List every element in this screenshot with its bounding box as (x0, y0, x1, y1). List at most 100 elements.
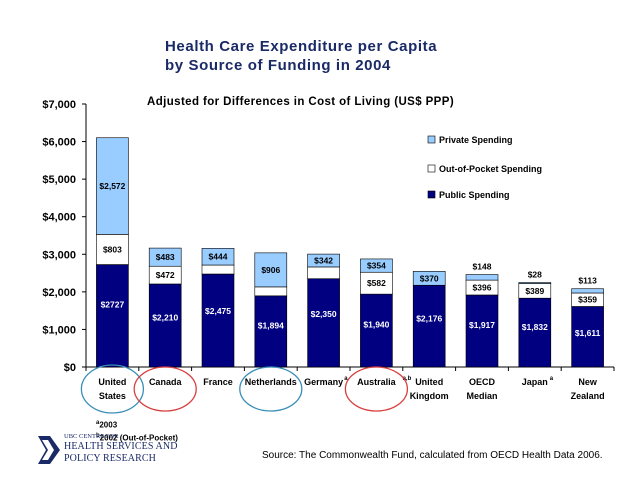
bar-private (201, 248, 235, 266)
data-label: $1,894 (258, 321, 284, 331)
y-tick-label: $0 (64, 362, 76, 374)
data-label: $1,832 (522, 322, 548, 332)
bar-private (360, 258, 393, 273)
footnote-b-mark: b (96, 432, 100, 439)
data-label: $148 (473, 262, 492, 272)
chart-title: Health Care Expenditure per Capita by So… (165, 37, 437, 75)
bar-private (465, 274, 499, 281)
bar-private (96, 137, 129, 235)
category-footnote-mark: a,b (403, 376, 412, 382)
data-label: $803 (103, 244, 122, 254)
bar-public (360, 293, 393, 368)
data-label: $2,475 (205, 306, 231, 316)
bar-public (518, 297, 552, 368)
chart-subtitle: Adjusted for Differences in Cost of Livi… (147, 96, 455, 108)
bar-out-of-pocket (254, 286, 288, 297)
category-label: Germany (304, 377, 343, 387)
highlight-circle (80, 364, 145, 414)
category-label: Netherlands (245, 377, 297, 387)
bar-private (148, 247, 182, 267)
chart-title-line2: by Source of Funding in 2004 (165, 57, 391, 74)
bar-private (518, 282, 552, 284)
legend-swatch (427, 190, 436, 199)
bar-out-of-pocket (307, 266, 340, 280)
highlight-circle (344, 366, 409, 412)
bar-public (571, 306, 604, 368)
bar-public (412, 284, 446, 368)
highlight-circle (239, 366, 303, 412)
data-label: $2,350 (311, 309, 337, 319)
category-label: Zealand (571, 391, 605, 401)
highlight-circle (133, 366, 197, 412)
y-tick-label: $6,000 (42, 137, 76, 149)
data-label: $113 (578, 276, 597, 286)
legend-label: Out-of-Pocket Spending (439, 164, 542, 174)
y-tick-label: $1,000 (42, 324, 76, 336)
data-label: $389 (525, 286, 544, 296)
y-tick-label: $5,000 (42, 174, 76, 186)
data-label: $2,210 (152, 313, 178, 323)
data-label: $2727 (101, 299, 125, 309)
data-label: $359 (578, 295, 597, 305)
legend-label: Private Spending (439, 135, 513, 145)
y-tick-label: $7,000 (42, 99, 76, 111)
data-label: $2,176 (416, 313, 442, 323)
bar-out-of-pocket (96, 234, 129, 265)
category-label: France (203, 377, 233, 387)
data-label: $1,940 (363, 319, 389, 329)
bar-public (201, 273, 235, 368)
category-label: Kingdom (410, 391, 449, 401)
footnote-b-text: 2002 (Out-of-Pocket) (99, 433, 178, 443)
data-label: $370 (420, 273, 439, 283)
bar-public (96, 264, 129, 368)
legend-label: Public Spending (439, 190, 510, 200)
bar-public (465, 294, 499, 368)
category-label: Japan (522, 377, 548, 387)
category-label: United (415, 377, 443, 387)
logo-line3: POLICY RESEARCH (64, 453, 156, 464)
legend-swatch (427, 164, 436, 173)
category-label: Median (466, 391, 497, 401)
bar-private (307, 253, 340, 268)
data-label: $28 (528, 270, 542, 280)
data-label: $2,572 (99, 181, 125, 191)
data-label: $354 (367, 261, 386, 271)
data-label: $472 (156, 270, 175, 280)
y-tick-label: $3,000 (42, 249, 76, 261)
footnote-a-text: 2003 (99, 420, 118, 430)
data-label: $906 (261, 265, 280, 275)
data-label: $582 (367, 278, 386, 288)
bar-public (148, 283, 182, 368)
bar-private (412, 271, 446, 286)
data-label: $1,917 (469, 320, 495, 330)
category-footnote-mark: a (344, 376, 348, 382)
bar-out-of-pocket (201, 264, 235, 275)
data-label: $483 (156, 252, 175, 262)
y-tick-label: $4,000 (42, 212, 76, 224)
category-footnote-mark: a (550, 376, 554, 382)
footnote-a: a2003 (96, 418, 178, 431)
category-label: OECD (469, 377, 496, 387)
data-label: $396 (473, 283, 492, 293)
category-label: New (578, 377, 598, 387)
data-label: $444 (209, 252, 228, 262)
ubc-chspr-logo: UBC CENTRE FOR HEALTH SERVICES AND POLIC… (36, 432, 196, 472)
bar-private (571, 288, 604, 294)
y-tick-label: $2,000 (42, 287, 76, 299)
logo-line2: HEALTH SERVICES AND (64, 441, 178, 452)
logo-mark-icon (38, 436, 60, 464)
logo-line1: UBC CENTRE FOR (64, 433, 119, 440)
category-label: States (99, 391, 126, 401)
bar-public (307, 278, 340, 368)
footnote-a-mark: a (96, 420, 100, 426)
chart-title-line1: Health Care Expenditure per Capita (165, 38, 438, 55)
source-note: Source: The Commonwealth Fund, calculate… (262, 450, 603, 461)
data-label: $342 (314, 256, 333, 266)
data-label: $1,611 (575, 328, 601, 338)
bar-private (254, 252, 288, 288)
legend-swatch (427, 135, 436, 144)
category-label: United (98, 377, 126, 387)
category-label: Canada (149, 377, 183, 387)
footnote-b: b2002 (Out-of-Pocket) (96, 431, 178, 444)
